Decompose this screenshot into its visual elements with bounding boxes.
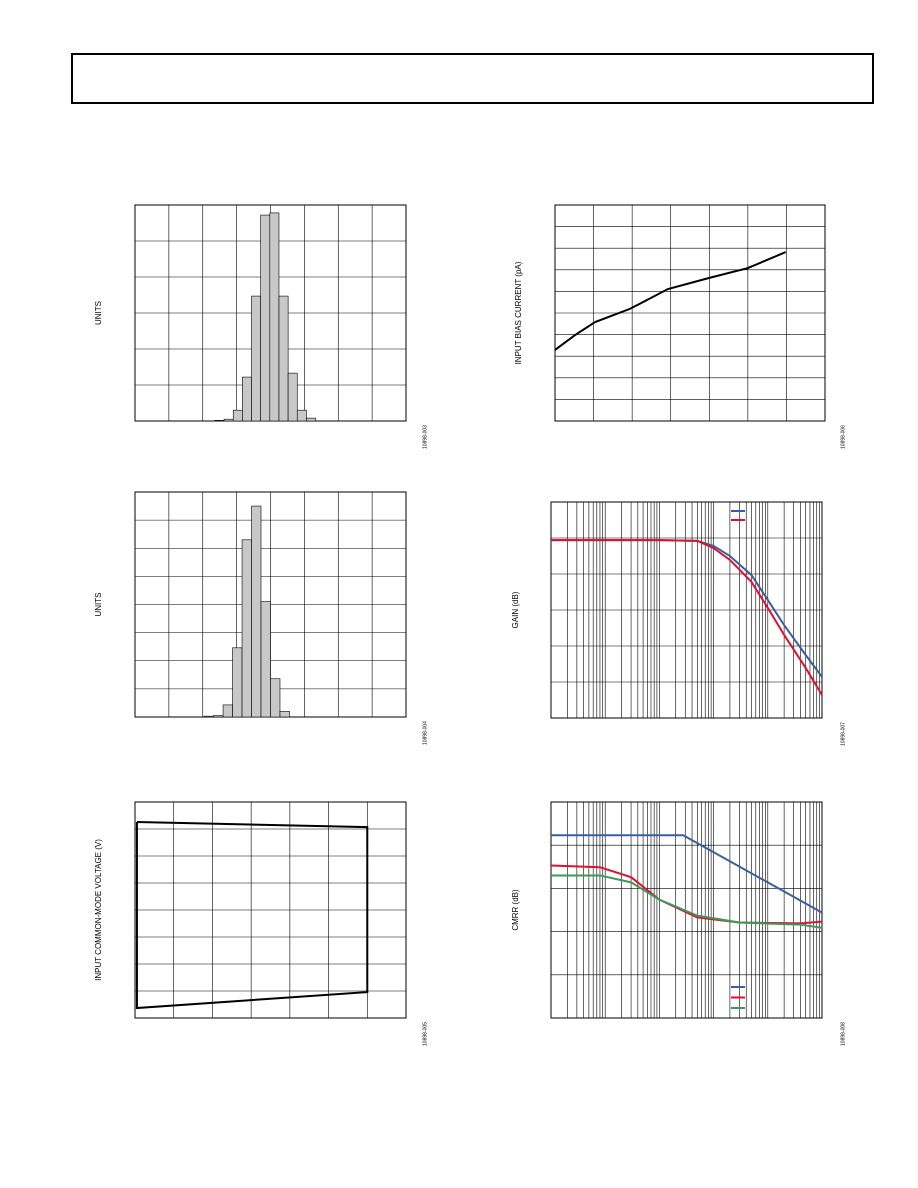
figure-id: 10898-008 [840,1022,846,1046]
y-axis-label: UNITS [94,301,103,325]
bar [251,505,262,718]
bar [287,372,298,422]
bar [223,418,234,422]
figure-id: 10898-006 [840,425,846,449]
figure-id: 10898-005 [422,1022,428,1046]
bar [232,647,243,718]
plot-frame [550,801,823,1019]
bar [251,295,261,422]
line-series [551,834,823,914]
y-axis-label: GAIN (dB) [511,591,520,628]
line-series [554,251,787,351]
plot-frame [134,801,407,1019]
bar [214,419,225,422]
figure-id: 10898-007 [840,722,846,746]
line-series [550,864,823,925]
y-axis-label: INPUT COMMON-MODE VOLTAGE (V) [94,839,103,981]
bar [213,715,224,718]
y-axis-label: UNITS [94,593,103,617]
bar [306,417,316,422]
bar [269,212,280,422]
plot-frame [554,204,826,422]
bar [222,704,233,718]
bar [279,711,290,718]
line-series [551,539,823,678]
line-series [135,820,369,1010]
bar [296,409,307,422]
bar [242,376,252,422]
bar [270,678,281,718]
bar [232,409,243,422]
bar [260,214,271,422]
header-box [71,53,874,104]
figure-id: 10898-003 [422,425,428,449]
bar [203,715,214,718]
line-series [551,539,823,696]
bar [241,539,252,718]
bar [260,601,271,718]
line-series [551,874,823,929]
y-axis-label: INPUT BIAS CURRENT (pA) [514,261,523,364]
plot-frame [550,501,823,719]
bar [278,295,289,422]
y-axis-label: CMRR (dB) [511,889,520,931]
figure-id: 10898-004 [422,721,428,745]
